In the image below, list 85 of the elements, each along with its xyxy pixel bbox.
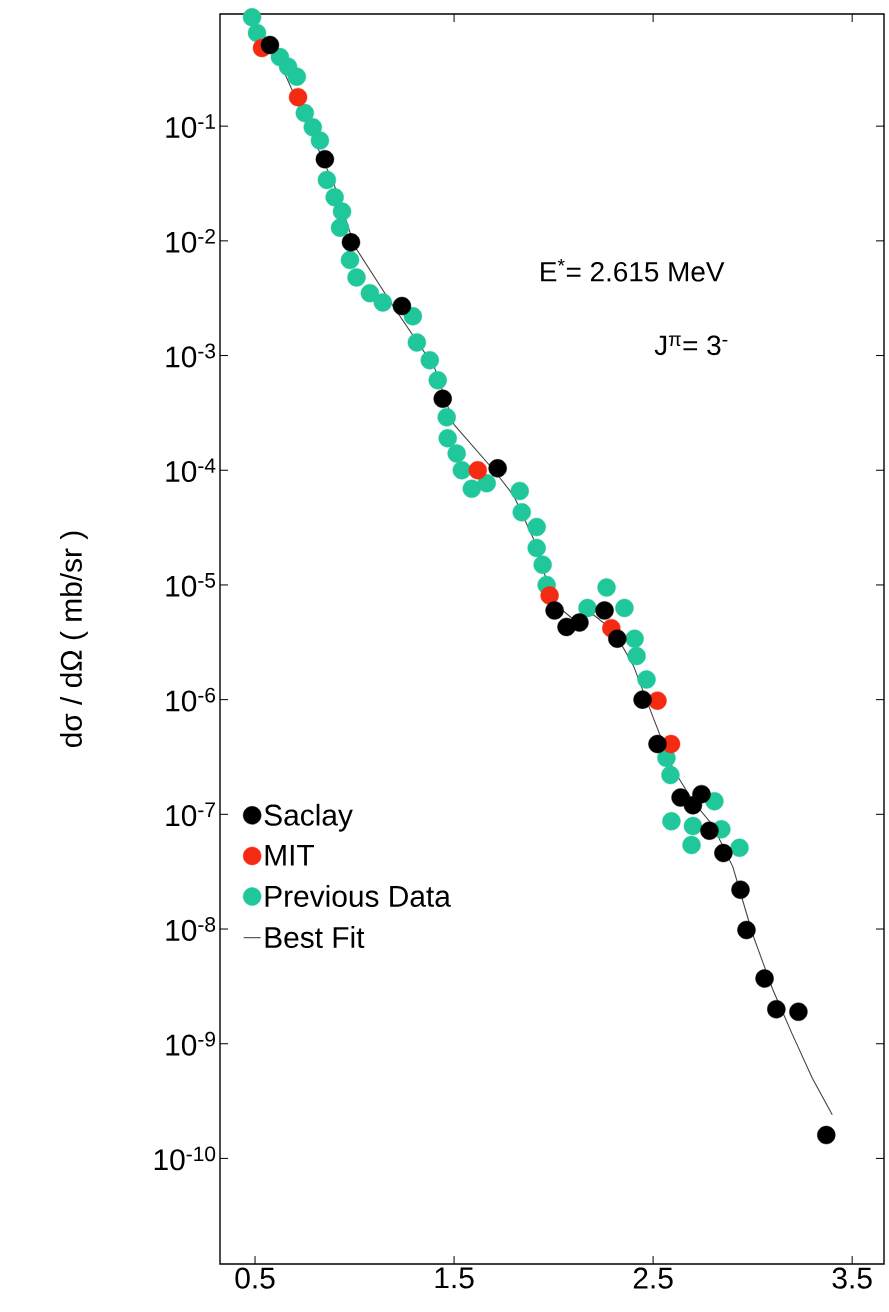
point <box>731 880 750 899</box>
y-tick-label: 10$^{-6}$ <box>166 687 216 712</box>
point <box>700 821 719 840</box>
y-tick-label: 10$^{-4}$ <box>166 458 216 483</box>
point <box>477 474 496 493</box>
point <box>789 1002 808 1021</box>
point <box>360 283 380 303</box>
point <box>578 598 597 618</box>
point <box>545 601 564 620</box>
point <box>527 517 546 537</box>
point <box>817 1125 836 1145</box>
point <box>662 812 681 831</box>
point <box>648 691 667 710</box>
y-tick-label: 10$^{-5}$ <box>166 573 216 597</box>
point <box>433 389 452 408</box>
point <box>310 131 330 150</box>
point <box>332 202 352 221</box>
point <box>347 268 366 287</box>
point <box>438 429 457 448</box>
point <box>540 586 559 605</box>
legend-label: MIT <box>265 844 314 866</box>
point <box>637 670 656 689</box>
point <box>325 188 344 207</box>
point <box>682 835 701 855</box>
y-tick-label: 10$^{-10}$ <box>154 1146 216 1171</box>
point <box>287 67 307 86</box>
point <box>615 598 634 618</box>
point <box>330 218 350 237</box>
point <box>242 8 262 27</box>
point <box>570 613 589 632</box>
point <box>767 1000 786 1019</box>
point <box>533 555 552 574</box>
point <box>608 629 627 648</box>
annotation: J$^{π}$= 3$^{-}$ <box>654 335 728 356</box>
point <box>392 296 412 316</box>
point <box>510 481 529 501</box>
point <box>527 538 546 558</box>
point <box>341 233 361 252</box>
y-tick-label: 10$^{-3}$ <box>166 343 216 368</box>
point <box>625 629 644 648</box>
point <box>315 150 335 169</box>
point <box>420 351 439 370</box>
point <box>683 816 703 836</box>
point <box>661 765 680 785</box>
point <box>714 843 733 863</box>
point <box>730 838 749 858</box>
y-tick-label: 10$^{-2}$ <box>166 228 215 253</box>
point <box>303 117 322 137</box>
point <box>755 969 774 988</box>
y-axis-title: dσ / dΩ ( mb/sr ) <box>60 531 88 748</box>
point <box>340 250 360 270</box>
point <box>260 35 280 55</box>
annotation: E$^{*}$= 2.615 MeV <box>541 258 725 282</box>
x-tick-label: 0.5 <box>235 1267 275 1289</box>
point <box>452 461 472 480</box>
point <box>437 408 456 427</box>
legend-label: Best Fit <box>265 926 365 949</box>
point <box>428 370 447 390</box>
point <box>597 578 616 597</box>
x-tick-label: 3.5 <box>832 1267 872 1289</box>
legend-label: Saclay <box>264 803 353 832</box>
y-tick-label: 10$^{-7}$ <box>166 802 215 827</box>
point <box>462 479 481 498</box>
y-tick-label: 10$^{-8}$ <box>166 917 216 941</box>
point <box>295 103 314 123</box>
point <box>692 784 711 804</box>
point <box>317 170 337 190</box>
point <box>648 734 667 754</box>
y-tick-label: 10$^{-1}$ <box>166 114 215 138</box>
point <box>288 87 308 107</box>
point <box>407 333 427 352</box>
y-tick-label: 10$^{-9}$ <box>166 1031 215 1056</box>
point <box>373 293 393 312</box>
point <box>627 646 646 666</box>
legend-label: Previous Data <box>265 884 451 907</box>
x-tick-label: 2.5 <box>633 1267 673 1289</box>
point <box>512 503 531 522</box>
point <box>633 690 652 709</box>
point <box>595 601 614 620</box>
x-tick-label: 1.5 <box>435 1267 474 1289</box>
point <box>468 461 487 480</box>
point <box>737 920 756 940</box>
point <box>247 23 267 43</box>
point <box>488 459 507 478</box>
point <box>447 444 466 463</box>
